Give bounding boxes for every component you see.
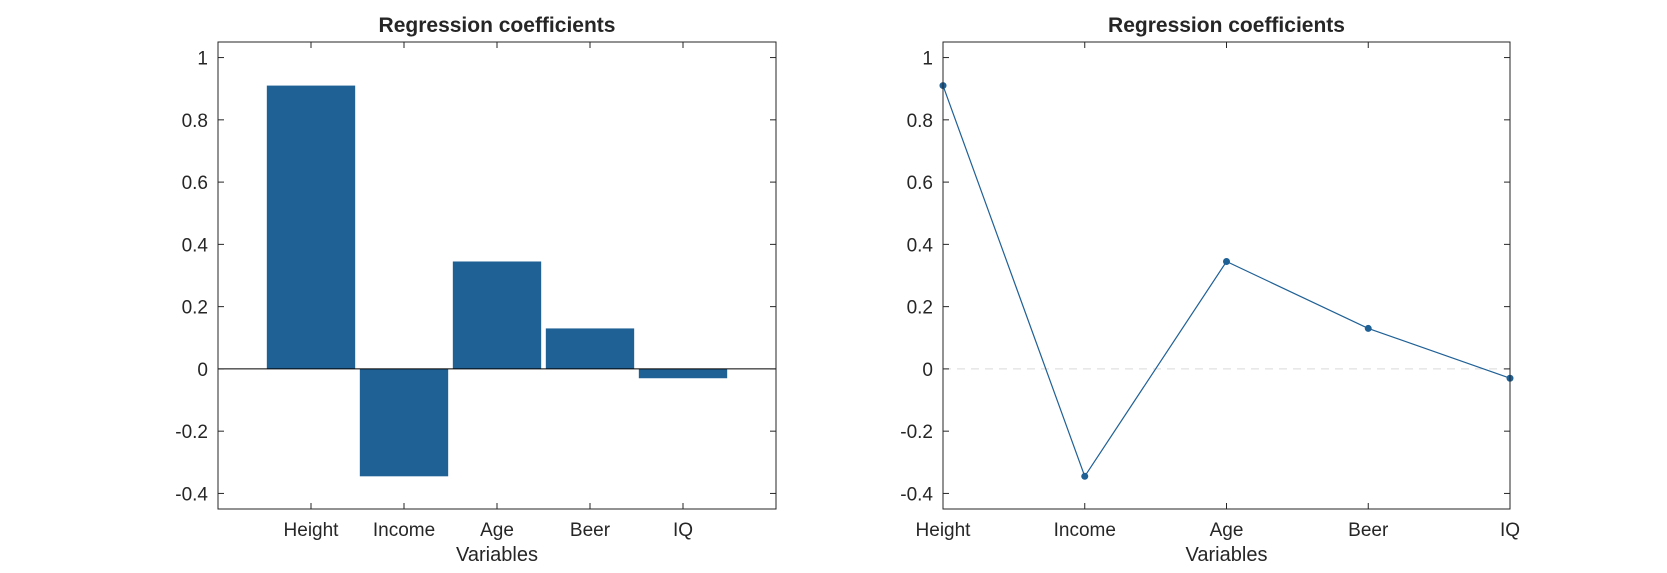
x-tick-label-income: Income bbox=[373, 520, 435, 541]
x-tick-label-age: Age bbox=[1210, 520, 1244, 541]
chart-title: Regression coefficients bbox=[1108, 14, 1345, 37]
x-tick-label-age: Age bbox=[480, 520, 514, 541]
y-tick-label: -0.2 bbox=[900, 422, 933, 443]
bar-age bbox=[452, 261, 542, 369]
series-line bbox=[942, 85, 1511, 478]
y-tick-label: 0.6 bbox=[182, 173, 208, 194]
point-age bbox=[1223, 257, 1230, 265]
y-tick-label: 0 bbox=[197, 360, 208, 381]
chart-title: Regression coefficients bbox=[379, 14, 616, 37]
x-tick-label-height: Height bbox=[916, 520, 972, 541]
y-tick-label: 0.4 bbox=[182, 235, 209, 256]
y-tick-label: 0.8 bbox=[182, 111, 208, 132]
axes-box bbox=[942, 41, 1511, 510]
x-tick-label-iq: IQ bbox=[1500, 520, 1520, 541]
y-tick-label: 0.2 bbox=[907, 298, 933, 319]
bar-income bbox=[359, 368, 449, 477]
y-tick-label: 0.6 bbox=[907, 173, 933, 194]
point-income bbox=[1081, 472, 1089, 480]
point-beer bbox=[1364, 324, 1372, 332]
line-chart-panel: 1 0.8 0.6 0.4 0.2 0 -0.2 -0.4 Height Income Age Bee… bbox=[900, 14, 1520, 566]
bar-chart-panel: 1 0.8 0.6 0.4 0.2 0 -0.2 -0.4 Height Income Age Bee… bbox=[175, 14, 777, 566]
bar-height bbox=[266, 85, 356, 369]
y-tick-label: 0.8 bbox=[907, 111, 933, 132]
y-tick-label: 1 bbox=[197, 49, 208, 70]
bar-beer bbox=[545, 328, 635, 369]
y-tick-label: 1 bbox=[922, 49, 933, 70]
bar-iq bbox=[638, 368, 728, 379]
x-tick-label-beer: Beer bbox=[1348, 520, 1389, 541]
y-tick-label: 0 bbox=[922, 360, 933, 381]
y-tick-label: -0.2 bbox=[175, 422, 208, 443]
x-axis-label: Variables bbox=[1186, 544, 1268, 566]
x-tick-label-beer: Beer bbox=[570, 520, 611, 541]
x-tick-label-iq: IQ bbox=[673, 520, 693, 541]
y-tick-label: 0.2 bbox=[182, 298, 208, 319]
x-tick-label-height: Height bbox=[284, 520, 340, 541]
x-tick-label-income: Income bbox=[1054, 520, 1116, 541]
y-tick-label: 0.4 bbox=[907, 235, 934, 256]
y-tick-label: -0.4 bbox=[175, 484, 208, 505]
x-axis-label: Variables bbox=[456, 544, 538, 566]
y-tick-label: -0.4 bbox=[900, 484, 933, 505]
